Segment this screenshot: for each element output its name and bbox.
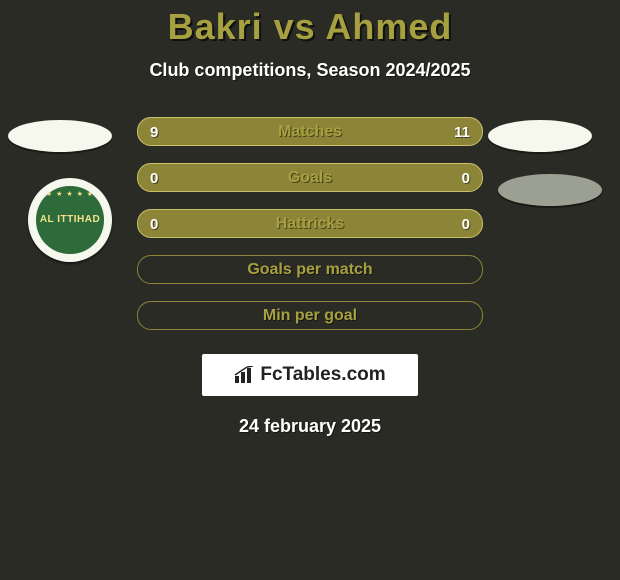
page-title: Bakri vs Ahmed — [0, 0, 620, 48]
stat-row: Matches 9 11 — [137, 117, 483, 146]
brand-watermark: FcTables.com — [202, 354, 418, 396]
stat-left-value: 0 — [150, 210, 158, 239]
snapshot-date: 24 february 2025 — [0, 416, 620, 437]
stat-right-value: 0 — [462, 164, 470, 193]
stat-right-value: 0 — [462, 210, 470, 239]
comparison-card: Bakri vs Ahmed Club competitions, Season… — [0, 0, 620, 580]
stat-left-value: 0 — [150, 164, 158, 193]
stat-row: Min per goal — [137, 301, 483, 330]
bar-chart-icon — [234, 366, 256, 384]
stat-label: Matches — [278, 123, 342, 141]
stat-label: Goals per match — [247, 261, 372, 279]
stat-label: Min per goal — [263, 307, 357, 325]
player-avatar-right — [488, 120, 592, 152]
stat-row: Goals per match — [137, 255, 483, 284]
club-badge-stars-icon: ★ ★ ★ ★ ★ — [36, 190, 103, 198]
stat-row: Goals 0 0 — [137, 163, 483, 192]
brand-text: FcTables.com — [260, 364, 385, 386]
stat-row: Hattricks 0 0 — [137, 209, 483, 238]
page-subtitle: Club competitions, Season 2024/2025 — [0, 60, 620, 81]
player-avatar-left — [8, 120, 112, 152]
stat-label: Goals — [288, 169, 332, 187]
stat-label: Hattricks — [276, 215, 344, 233]
club-badge-label: AL ITTIHAD — [40, 215, 100, 225]
stat-left-value: 9 — [150, 118, 158, 147]
club-badge-left: ★ ★ ★ ★ ★ AL ITTIHAD — [28, 178, 112, 262]
player-club-oval-right — [498, 174, 602, 206]
stat-right-value: 11 — [454, 118, 470, 147]
